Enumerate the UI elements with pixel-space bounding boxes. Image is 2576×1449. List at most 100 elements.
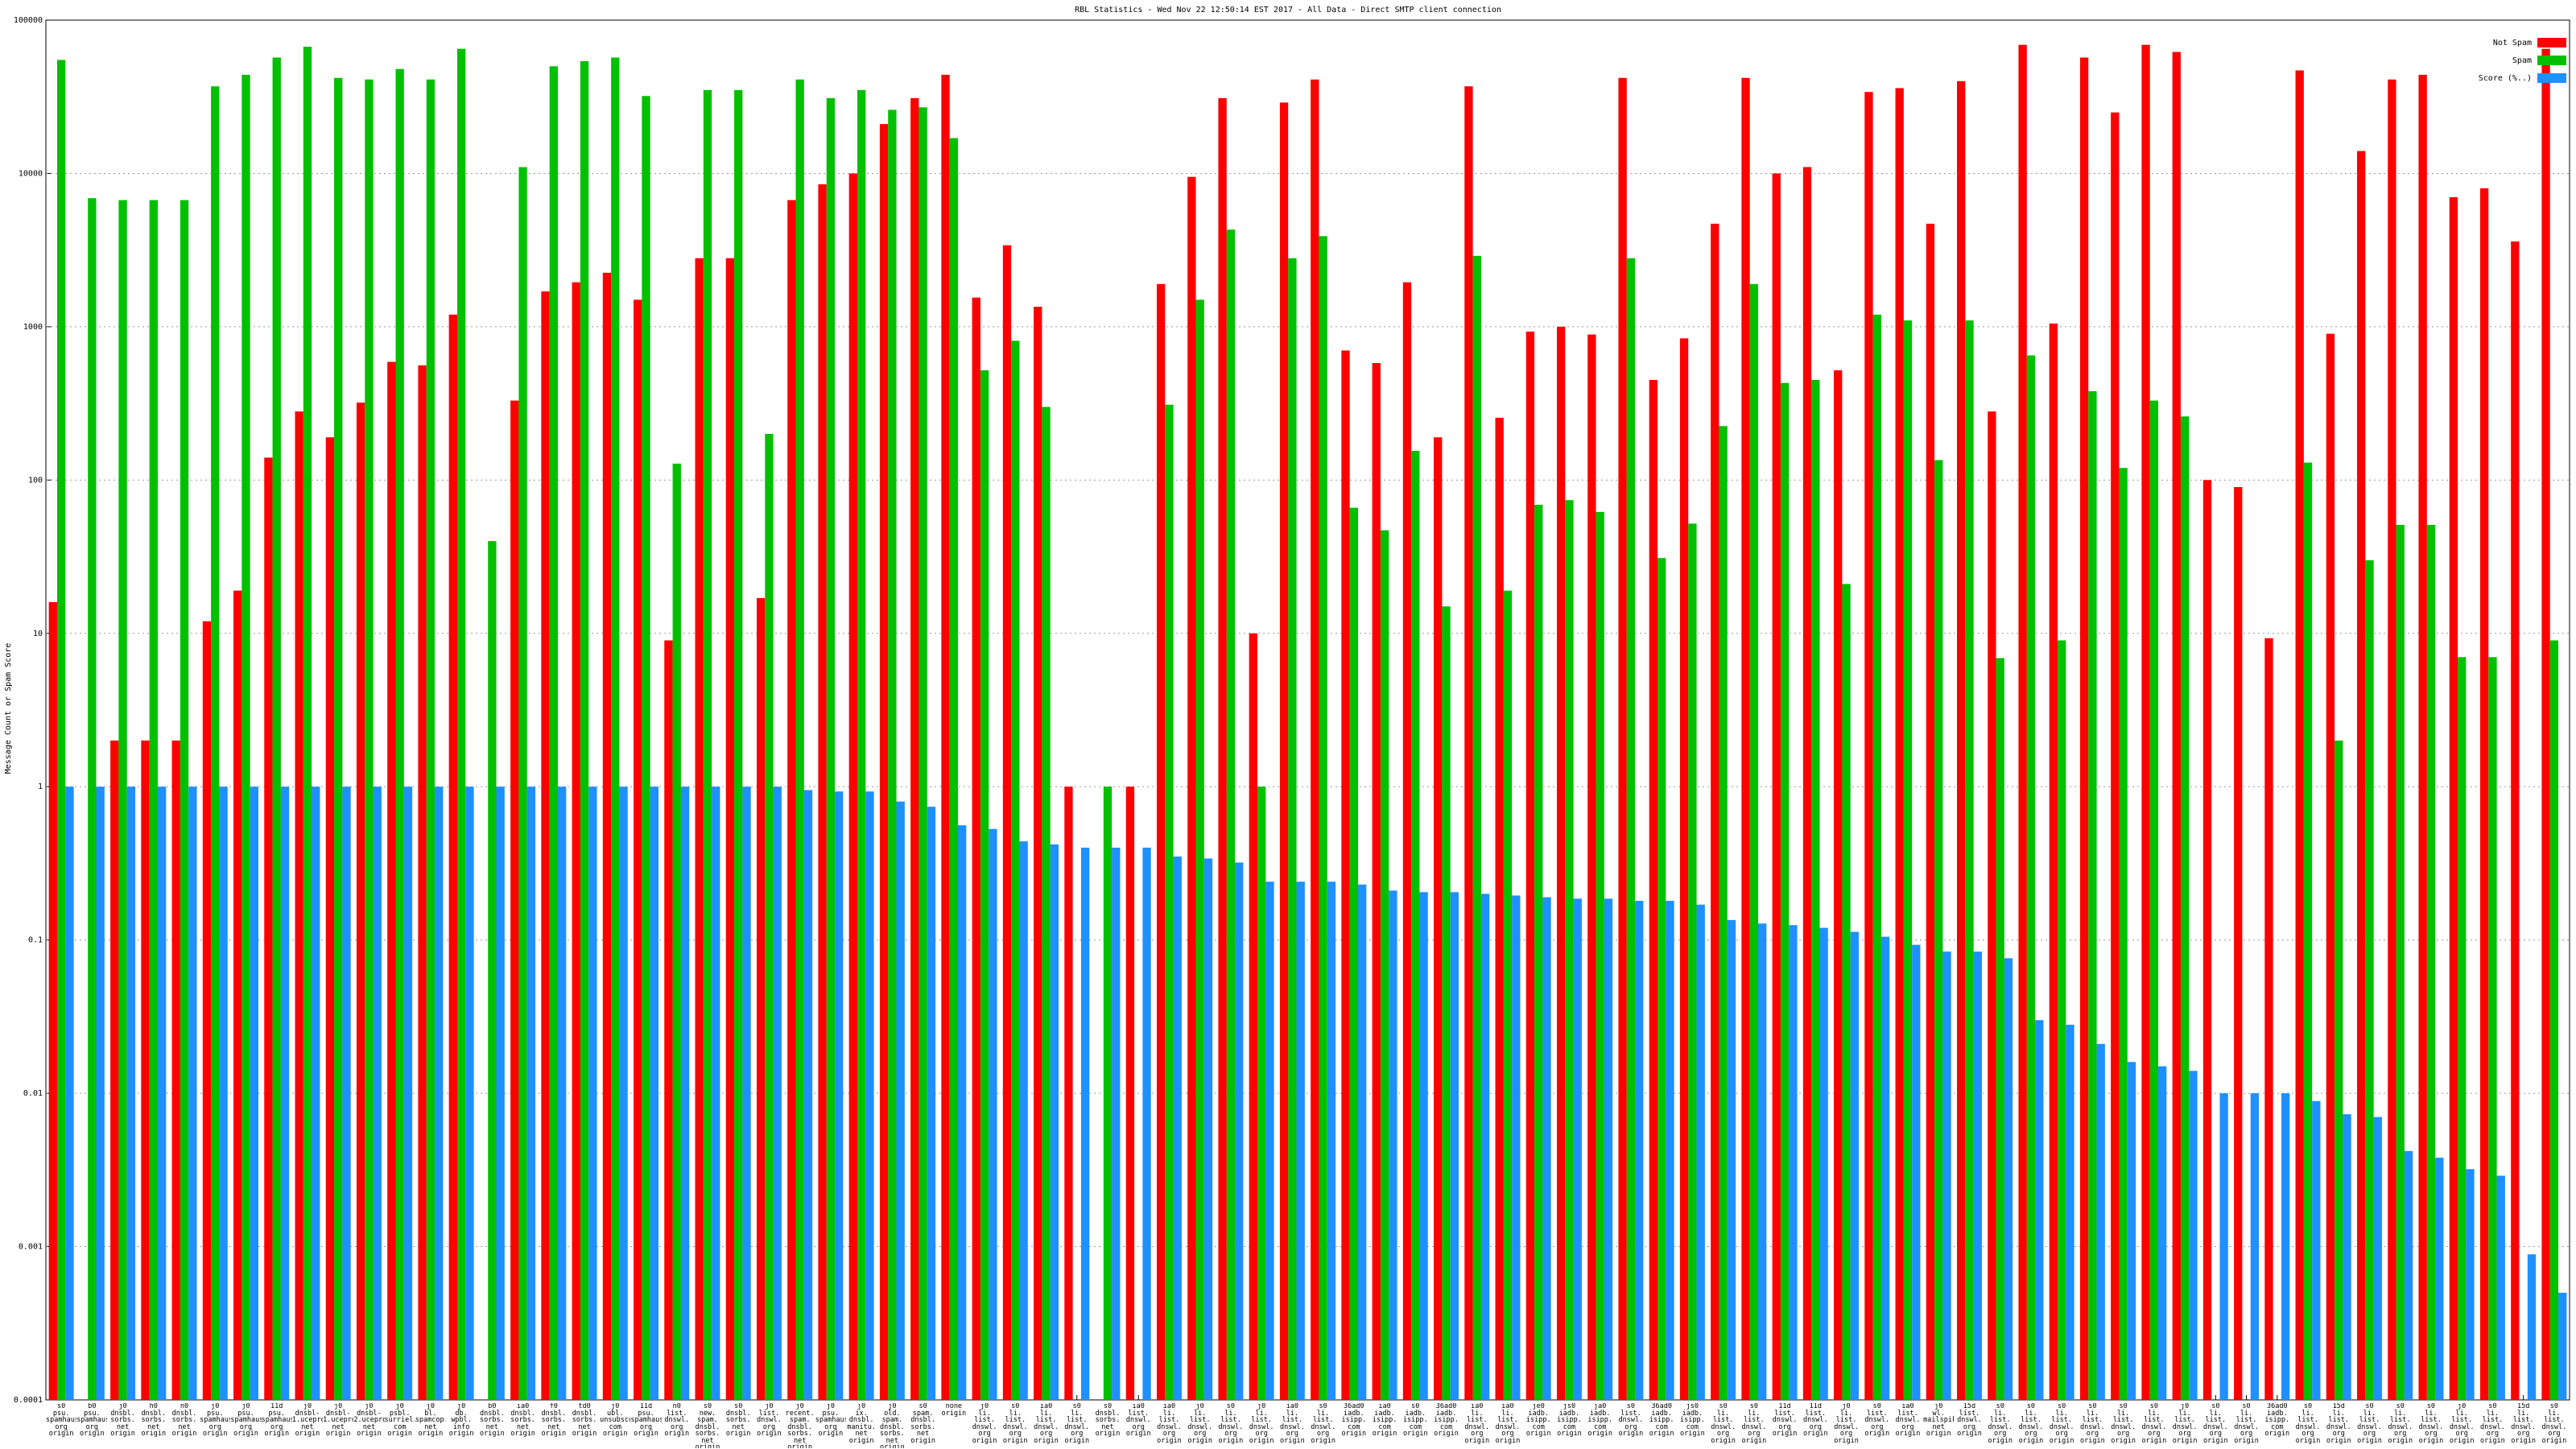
legend-swatch: [2537, 56, 2566, 65]
bar: [1495, 417, 1504, 1400]
bar: [2312, 1100, 2321, 1400]
bar: [1265, 881, 1274, 1400]
bar: [1565, 500, 1574, 1400]
bar: [1288, 258, 1297, 1401]
bar: [149, 200, 158, 1401]
bar: [2466, 1169, 2475, 1400]
x-tick-label: j0 ix. dnsbl. manitu. net origin: [847, 1403, 877, 1445]
x-tick-label: j0 li. list. dnswl. org origin: [1249, 1403, 1274, 1445]
bar: [1358, 884, 1367, 1400]
y-tick-label: 10: [33, 630, 43, 638]
bar: [1903, 320, 1913, 1401]
bar: [426, 79, 436, 1400]
x-tick-label: j0 dnsbl-2.uceprotect. net origin: [353, 1403, 384, 1438]
bar: [2334, 740, 2343, 1400]
x-tick-label: s0 li. list. dnswl. org origin: [1711, 1403, 1736, 1445]
bar: [88, 198, 97, 1400]
x-tick-label: ia0 iadb. isipp. com origin: [1372, 1403, 1397, 1438]
bar: [1534, 505, 1543, 1400]
bar: [2172, 52, 2181, 1401]
bar: [1464, 86, 1473, 1400]
bar: [2111, 112, 2120, 1401]
bar: [303, 47, 312, 1401]
x-tick-label: s0 list. dnswl. org origin: [1864, 1403, 1890, 1438]
x-tick-label: s0 li. list. dnswl. org origin: [1988, 1403, 2013, 1445]
x-tick-label: s0 li. list. dnswl. org origin: [2049, 1403, 2074, 1445]
x-tick-label: 11d list. dnswl. org origin: [1772, 1403, 1798, 1438]
bar: [1249, 633, 1257, 1400]
bar: [989, 828, 997, 1400]
bar: [787, 200, 796, 1401]
bar: [488, 541, 497, 1400]
bar: [387, 361, 396, 1401]
bar: [1080, 848, 1090, 1400]
bar: [2365, 559, 2374, 1401]
bar: [1011, 341, 1020, 1401]
x-tick-label: s0 li. list. dnswl. org origin: [2018, 1403, 2044, 1445]
bar: [202, 621, 212, 1400]
bar: [1218, 97, 1227, 1401]
x-tick-label: j0 dnsbl-1.uceprotect. net origin: [291, 1403, 323, 1438]
bar: [1372, 362, 1381, 1400]
bar: [1727, 919, 1736, 1400]
x-tick-label: s0 li. list. dnswl. org origin: [1064, 1403, 1090, 1445]
bar: [2026, 355, 2036, 1400]
bar: [2326, 333, 2335, 1400]
bar: [1626, 258, 1636, 1401]
x-tick-label: je0 iadb. isipp. com origin: [1525, 1403, 1551, 1438]
x-tick-label: j0 wl. mailspike. net origin: [1923, 1403, 1954, 1438]
x-tick-label: s0 li. list. dnswl. org origin: [1311, 1403, 1335, 1445]
bar: [456, 48, 466, 1400]
x-tick-label: 11d psu. spamhaus org origin: [630, 1403, 662, 1438]
bar: [1327, 881, 1336, 1400]
bar: [1679, 338, 1689, 1401]
bar: [1973, 952, 1982, 1400]
x-tick-label: js0 iadb. isipp. com origin: [1680, 1403, 1705, 1438]
bar: [1125, 786, 1135, 1400]
bar: [1842, 584, 1851, 1400]
bar: [250, 786, 258, 1400]
x-tick-label: s0 li. list. dnswl. org origin: [2080, 1403, 2105, 1445]
bar: [219, 786, 228, 1400]
bar: [526, 786, 536, 1400]
bar: [1587, 334, 1596, 1400]
plot-frame: [45, 19, 2570, 1401]
bar: [1711, 223, 1719, 1400]
bar: [619, 786, 628, 1400]
bar: [2058, 640, 2066, 1400]
bar: [1596, 511, 1604, 1401]
bar: [2295, 70, 2304, 1400]
chart-title: RBL Statistics - Wed Nov 22 12:50:14 EST…: [1075, 6, 1501, 14]
y-tick-label: 1: [38, 782, 43, 791]
x-tick-label: ia0 dnsbl. sorbs. net origin: [510, 1403, 535, 1438]
bar: [611, 57, 620, 1400]
bar: [1811, 379, 1820, 1401]
y-tick-label: 100: [28, 476, 43, 485]
bar: [2149, 400, 2159, 1401]
bar: [395, 68, 404, 1401]
bar: [957, 825, 967, 1400]
x-tick-label: j0 ubl. unsubscore. com origin: [600, 1403, 630, 1438]
bar: [1112, 848, 1121, 1400]
bar: [1319, 236, 1327, 1400]
bar: [2527, 1254, 2537, 1400]
bar: [510, 400, 519, 1401]
bar: [888, 109, 897, 1401]
x-tick-label: 15d li. list. dnswl. org origin: [2326, 1403, 2351, 1445]
x-tick-label: s0 li. list. dnswl. org origin: [1002, 1403, 1028, 1445]
bar: [496, 786, 505, 1400]
bar: [879, 124, 889, 1400]
bar: [650, 786, 659, 1400]
x-tick-label: n0 dnsbl. sorbs. net origin: [171, 1403, 197, 1438]
x-tick-label: j0 li. list. dnswl. org origin: [2172, 1403, 2198, 1445]
x-tick-label: j0 psu. spamhaus org origin: [230, 1403, 262, 1438]
bar: [1389, 890, 1397, 1400]
bar: [1226, 229, 1236, 1401]
bar: [1019, 841, 1028, 1400]
bar: [2281, 1093, 2290, 1400]
y-tick-label: 100000: [14, 16, 43, 25]
bar: [1758, 923, 1767, 1400]
bar: [118, 200, 127, 1401]
bar: [157, 786, 167, 1400]
bar: [1864, 92, 1873, 1400]
